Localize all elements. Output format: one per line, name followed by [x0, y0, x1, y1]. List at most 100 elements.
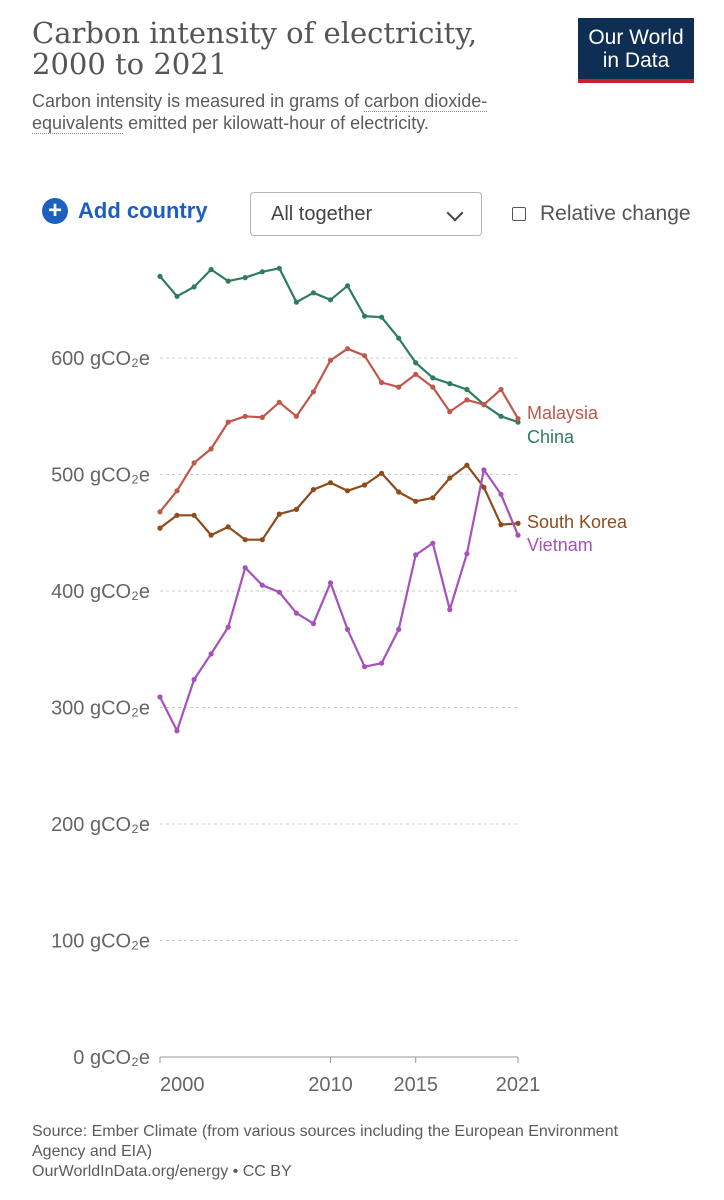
data-point — [430, 495, 436, 501]
data-point — [413, 371, 419, 377]
data-point — [242, 565, 248, 571]
data-point — [191, 676, 197, 683]
logo-line-2: in Data — [602, 49, 670, 72]
data-point — [413, 498, 419, 504]
data-point — [396, 335, 402, 341]
chart-source: Source: Ember Climate (from various sour… — [32, 1122, 632, 1182]
data-point — [344, 626, 351, 632]
data-point — [310, 621, 316, 627]
data-point — [413, 360, 419, 366]
data-point — [310, 487, 316, 493]
data-point — [362, 664, 368, 670]
data-point — [379, 379, 385, 386]
data-point — [276, 399, 282, 405]
data-point — [191, 512, 197, 518]
x-tick-label: 2015 — [393, 1074, 438, 1096]
data-point — [259, 537, 265, 543]
relative-change-toggle[interactable]: Relative change — [512, 202, 691, 226]
y-tick-label: 100 gCO₂e — [51, 931, 150, 953]
data-point — [464, 386, 470, 393]
data-point — [396, 384, 402, 390]
data-point — [379, 660, 385, 666]
data-point — [276, 511, 282, 517]
data-point — [157, 525, 163, 531]
data-point — [498, 386, 504, 393]
data-point — [174, 728, 180, 734]
y-tick-label: 600 gCO₂e — [51, 348, 150, 370]
data-point — [208, 532, 214, 538]
data-point — [157, 273, 163, 279]
subtitle-link-carbon-dioxide-equivalents[interactable]: carbon dioxide-equivalents — [32, 91, 488, 134]
data-point — [225, 624, 231, 630]
y-tick-label: 300 gCO₂e — [51, 698, 150, 720]
data-point — [430, 540, 436, 546]
data-point — [327, 580, 334, 586]
data-point — [174, 512, 180, 518]
data-point — [344, 488, 351, 494]
subtitle-text-end: emitted per kilowatt-hour of electricity… — [123, 113, 429, 133]
data-point — [447, 475, 453, 481]
add-country-button[interactable]: + Add country — [42, 198, 208, 224]
facet-select[interactable]: All together — [250, 192, 482, 236]
series-label: China — [527, 427, 575, 447]
logo-line-1: Our World — [588, 26, 684, 49]
series-line-malaysia — [159, 347, 519, 513]
chart-subtitle: Carbon intensity is measured in grams of… — [32, 90, 502, 134]
data-point — [259, 582, 265, 588]
data-point — [293, 610, 299, 616]
data-point — [447, 381, 453, 387]
data-point — [344, 346, 351, 352]
data-point — [515, 416, 521, 422]
data-point — [362, 353, 368, 359]
data-point — [481, 402, 487, 408]
checkbox-icon[interactable] — [512, 207, 526, 221]
source-text: Source: Ember Climate (from various sour… — [32, 1123, 619, 1160]
data-point — [447, 409, 453, 415]
data-point — [413, 552, 419, 558]
y-tick-label: 200 gCO₂e — [51, 814, 150, 836]
data-point — [362, 313, 368, 319]
data-point — [515, 520, 521, 526]
data-point — [327, 357, 334, 363]
data-point — [293, 506, 299, 512]
chart-title: Carbon intensity of electricity, 2000 to… — [32, 16, 478, 81]
data-point — [498, 413, 504, 419]
data-point — [191, 460, 197, 466]
data-point — [481, 484, 487, 490]
data-point — [498, 491, 504, 497]
data-point — [396, 626, 402, 632]
subtitle-text-start: Carbon intensity is measured in grams of — [32, 91, 365, 111]
data-point — [498, 522, 504, 528]
license-text[interactable]: OurWorldInData.org/energy • CC BY — [32, 1163, 292, 1180]
x-tick-label: 2000 — [160, 1074, 205, 1096]
series-line-china — [159, 267, 519, 424]
y-tick-label: 0 gCO₂e — [73, 1047, 150, 1069]
data-point — [157, 694, 163, 700]
data-point — [362, 482, 368, 488]
data-point — [464, 462, 470, 468]
data-point — [293, 299, 299, 305]
data-point — [310, 389, 316, 395]
add-country-label: Add country — [78, 198, 208, 223]
data-point — [174, 488, 180, 494]
data-point — [379, 470, 385, 476]
data-point — [447, 607, 453, 613]
data-point — [225, 524, 231, 530]
data-point — [464, 551, 470, 557]
owid-logo[interactable]: Our World in Data — [578, 18, 694, 83]
relative-change-label: Relative change — [540, 202, 691, 225]
data-point — [225, 278, 231, 284]
data-point — [276, 589, 282, 595]
data-point — [191, 284, 197, 290]
data-point — [242, 275, 248, 281]
data-point — [327, 480, 334, 486]
data-point — [276, 265, 282, 271]
chevron-down-icon — [446, 204, 464, 222]
data-point — [208, 266, 214, 273]
x-tick-label: 2010 — [308, 1074, 353, 1096]
data-point — [259, 414, 265, 420]
data-point — [344, 283, 351, 289]
series-line-vietnam — [159, 468, 520, 732]
data-point — [208, 446, 214, 452]
series-label: South Korea — [527, 512, 628, 532]
